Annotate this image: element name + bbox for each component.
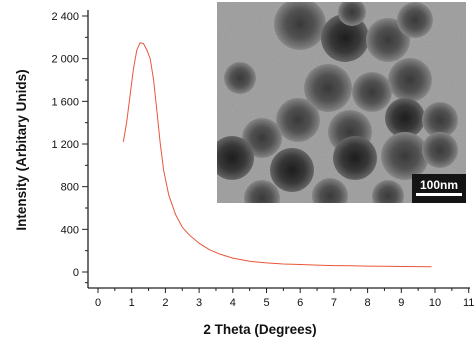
series-line <box>122 42 432 268</box>
y-tick-label: 1 200 <box>51 139 79 151</box>
x-tick-label: 1 <box>129 297 135 309</box>
x-axis-title: 2 Theta (Degrees) <box>203 322 316 337</box>
y-tick-label: 2 400 <box>51 11 79 23</box>
y-tick-label: 2 000 <box>51 54 79 66</box>
x-tick-label: 0 <box>95 297 101 309</box>
inset-particles <box>217 2 466 203</box>
y-tick-label: 400 <box>61 224 79 236</box>
x-tick-label: 8 <box>365 297 371 309</box>
y-tick-label: 0 <box>73 267 79 279</box>
x-tick-label: 3 <box>196 297 202 309</box>
y-tick-label: 1 600 <box>51 96 79 108</box>
x-tick-label: 10 <box>429 297 441 309</box>
scale-bar-box <box>412 174 466 203</box>
y-ticks: 0 400 800 1 200 1 600 2 000 2 400 <box>51 11 88 284</box>
x-tick-label: 5 <box>263 297 269 309</box>
x-tick-label: 9 <box>398 297 404 309</box>
y-tick-label: 800 <box>61 182 79 194</box>
x-tick-label: 4 <box>230 297 236 309</box>
tem-inset: 100nm <box>217 2 466 203</box>
y-axis-title: Intensity (Arbitary Unids) <box>14 69 29 230</box>
scale-bar <box>416 193 462 196</box>
x-ticks: 0 1 2 3 4 5 6 7 8 9 10 11 <box>95 288 474 309</box>
scale-bar-label: 100nm <box>420 178 458 192</box>
x-tick-label: 2 <box>162 297 168 309</box>
x-tick-label: 6 <box>297 297 303 309</box>
x-tick-label: 7 <box>331 297 337 309</box>
x-tick-label: 11 <box>463 297 474 309</box>
